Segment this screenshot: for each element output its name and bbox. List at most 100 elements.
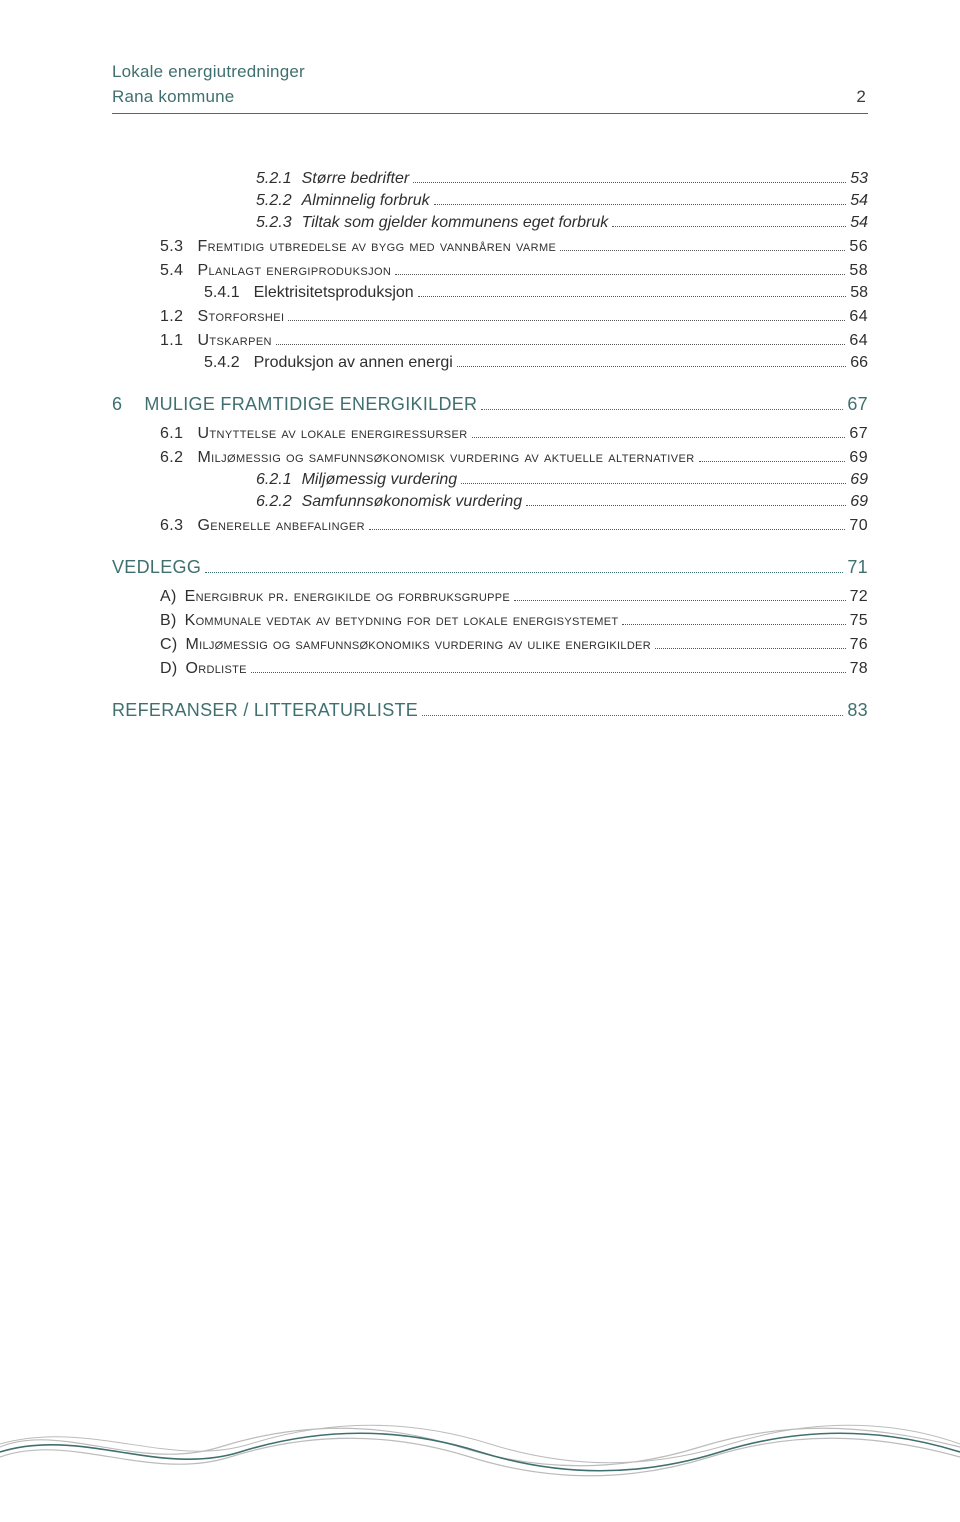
- toc-entry: 5.3 Fremtidig utbredelse av bygg med vann…: [112, 238, 868, 256]
- header-subtitle: Rana kommune: [112, 85, 234, 110]
- toc-leader: [418, 296, 847, 297]
- toc-leader: [526, 505, 846, 506]
- wave-decoration-icon: [0, 1402, 960, 1482]
- toc-label: D) Ordliste: [160, 660, 247, 678]
- toc-leader: [422, 715, 843, 716]
- toc-entry: 6.1Utnyttelse av lokale energiressurser6…: [112, 425, 868, 443]
- toc-title: Miljømessig vurdering: [302, 471, 458, 488]
- toc-leader: [481, 409, 843, 410]
- toc-page: 70: [849, 517, 868, 535]
- toc-label: 5.2.2Alminnelig forbruk: [256, 192, 430, 210]
- toc-leader: [622, 624, 845, 625]
- toc-entry: 6.3 Generelle anbefalinger 70: [112, 517, 868, 535]
- toc-label: 6.3 Generelle anbefalinger: [160, 517, 365, 535]
- toc-entry: 6.2 Miljømessig og samfunnsøkonomisk vurd…: [112, 449, 868, 467]
- toc-title: REFERANSER / LITTERATURLISTE: [112, 700, 418, 720]
- toc-leader: [457, 366, 846, 367]
- toc-title: Større bedrifter: [302, 170, 410, 187]
- toc-label: 6.2.2 Samfunnsøkonomisk vurdering: [256, 493, 522, 511]
- toc-leader: [434, 204, 847, 205]
- toc-entry: 5.4.2Produksjon av annen energi 66: [112, 354, 868, 372]
- toc-title: Miljømessig og samfunnsøkonomisk vurderi…: [197, 449, 694, 466]
- document-page: Lokale energiutredninger Rana kommune 2 …: [0, 0, 960, 1522]
- toc-title: MULIGE FRAMTIDIGE ENERGIKILDER: [144, 394, 477, 414]
- toc-entry: A) Energibruk pr. energikilde og forbruks…: [112, 588, 868, 606]
- table-of-contents: 5.2.1Større bedrifter535.2.2Alminnelig f…: [112, 170, 868, 721]
- toc-page: 64: [849, 308, 868, 326]
- toc-number: D): [160, 660, 177, 677]
- toc-number: 1.1: [160, 332, 183, 349]
- toc-label: 5.3 Fremtidig utbredelse av bygg med vann…: [160, 238, 556, 256]
- toc-page: 75: [850, 612, 868, 630]
- toc-title: VEDLEGG: [112, 557, 201, 577]
- toc-title: Fremtidig utbredelse av bygg med vannbår…: [197, 238, 556, 255]
- toc-number: 6.2: [160, 449, 183, 466]
- toc-leader: [205, 572, 843, 573]
- toc-title: Energibruk pr. energikilde og forbruksgr…: [185, 588, 510, 605]
- toc-number: A): [160, 588, 177, 605]
- toc-title: Elektrisitetsproduksjon: [254, 284, 414, 301]
- toc-leader: [395, 274, 845, 275]
- toc-leader: [560, 250, 845, 251]
- toc-number: 5.4: [160, 262, 183, 279]
- toc-page: 54: [850, 214, 868, 232]
- toc-label: 1.2Storforshei: [160, 308, 284, 326]
- toc-entry: D) Ordliste 78: [112, 660, 868, 678]
- toc-leader: [612, 226, 846, 227]
- toc-number: C): [160, 636, 177, 653]
- toc-entry: B) Kommunale vedtak av betydning for det …: [112, 612, 868, 630]
- toc-label: A) Energibruk pr. energikilde og forbruks…: [160, 588, 510, 606]
- toc-entry: REFERANSER / LITTERATURLISTE 83: [112, 700, 868, 721]
- page-number: 2: [856, 85, 868, 110]
- toc-number: 6.2.1: [256, 471, 292, 488]
- toc-number: 6.2.2: [256, 493, 292, 510]
- toc-title: Tiltak som gjelder kommunens eget forbru…: [302, 214, 609, 231]
- toc-number: 5.4.1: [204, 284, 240, 301]
- toc-page: 83: [847, 700, 868, 721]
- page-header: Lokale energiutredninger Rana kommune 2: [112, 60, 868, 114]
- toc-title: Miljømessig og samfunnsøkonomiks vurderi…: [185, 636, 650, 653]
- toc-entry: 5.2.2Alminnelig forbruk54: [112, 192, 868, 210]
- toc-label: 1.1 Utskarpen: [160, 332, 272, 350]
- toc-leader: [369, 529, 845, 530]
- toc-page: 72: [850, 588, 868, 606]
- toc-number: B): [160, 612, 177, 629]
- toc-page: 66: [850, 354, 868, 372]
- toc-label: 6 MULIGE FRAMTIDIGE ENERGIKILDER: [112, 394, 477, 415]
- toc-title: Generelle anbefalinger: [197, 517, 365, 534]
- toc-title: Utskarpen: [197, 332, 271, 349]
- toc-leader: [655, 648, 846, 649]
- toc-page: 58: [850, 284, 868, 302]
- toc-page: 78: [850, 660, 868, 678]
- toc-label: 6.2 Miljømessig og samfunnsøkonomisk vurd…: [160, 449, 695, 467]
- toc-label: VEDLEGG: [112, 557, 201, 578]
- toc-number: 1.2: [160, 308, 183, 325]
- toc-entry: 5.4.1 Elektrisitetsproduksjon 58: [112, 284, 868, 302]
- toc-label: 5.2.3 Tiltak som gjelder kommunens eget f…: [256, 214, 608, 232]
- toc-page: 69: [850, 471, 868, 489]
- toc-number: 6: [112, 394, 122, 414]
- toc-label: 5.4.2Produksjon av annen energi: [204, 354, 453, 372]
- toc-page: 69: [850, 493, 868, 511]
- toc-title: Ordliste: [185, 660, 246, 677]
- toc-title: Kommunale vedtak av betydning for det lo…: [185, 612, 619, 629]
- toc-entry: 1.1Utskarpen64: [112, 332, 868, 350]
- toc-entry: 1.2Storforshei 64: [112, 308, 868, 326]
- toc-page: 67: [847, 394, 868, 415]
- toc-page: 76: [850, 636, 868, 654]
- toc-number: 5.3: [160, 238, 183, 255]
- toc-number: 6.3: [160, 517, 183, 534]
- toc-label: C) Miljømessig og samfunnsøkonomiks vurde…: [160, 636, 651, 654]
- toc-entry: 6.2.1 Miljømessig vurdering 69: [112, 471, 868, 489]
- header-row: Rana kommune 2: [112, 85, 868, 110]
- toc-page: 56: [849, 238, 868, 256]
- header-title: Lokale energiutredninger: [112, 60, 868, 85]
- toc-entry: 5.4Planlagt energiproduksjon58: [112, 262, 868, 280]
- toc-number: 5.2.3: [256, 214, 292, 231]
- toc-entry: C) Miljømessig og samfunnsøkonomiks vurde…: [112, 636, 868, 654]
- toc-entry: 6.2.2 Samfunnsøkonomisk vurdering 69: [112, 493, 868, 511]
- header-rule: [112, 113, 868, 114]
- toc-page: 71: [847, 557, 868, 578]
- toc-page: 67: [849, 425, 868, 443]
- toc-title: Samfunnsøkonomisk vurdering: [302, 493, 523, 510]
